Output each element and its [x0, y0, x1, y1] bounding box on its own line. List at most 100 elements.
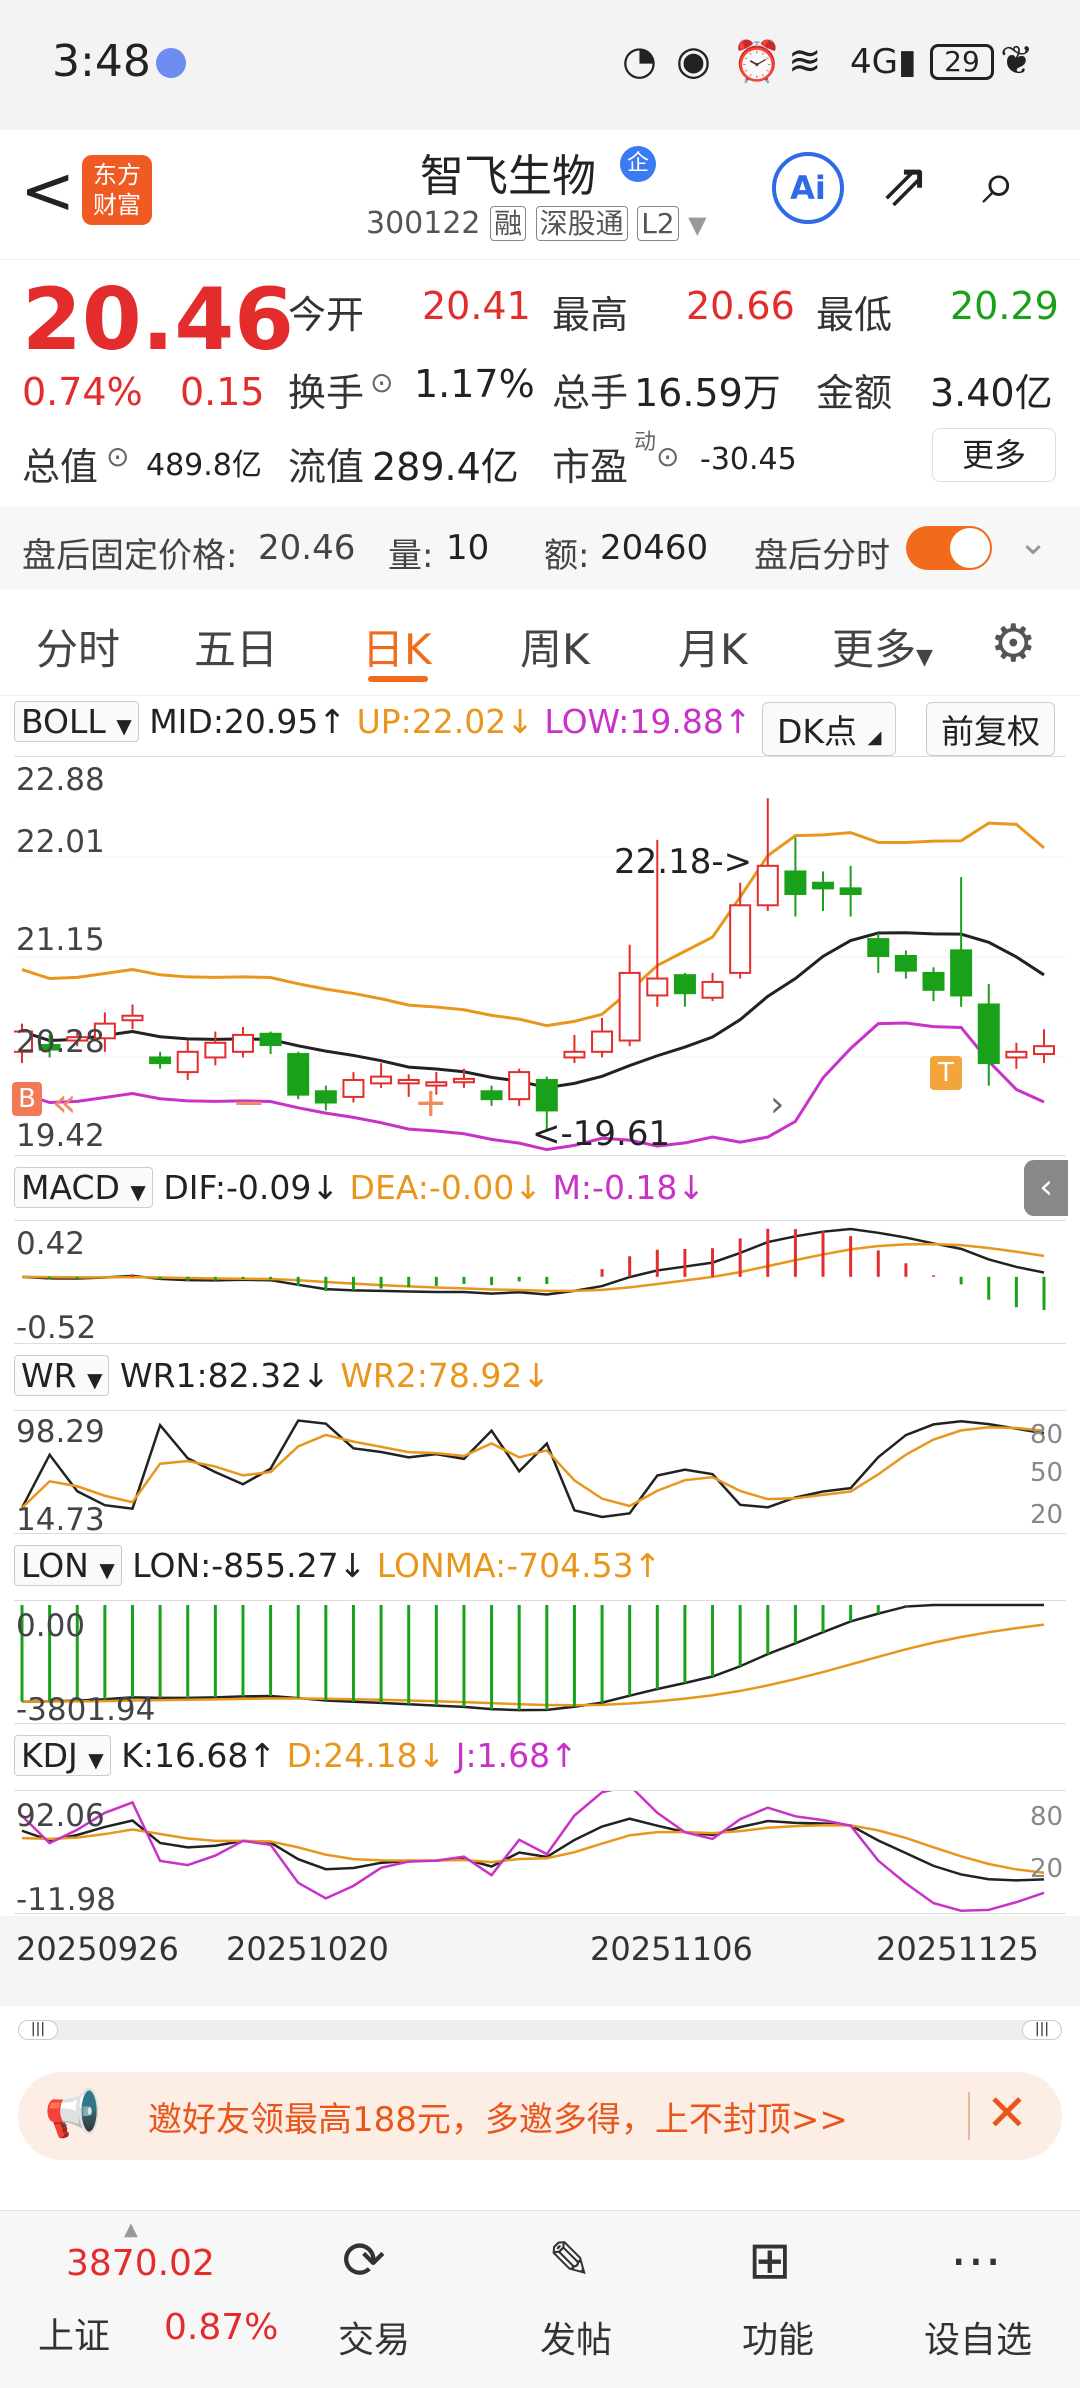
kdj-pane[interactable] — [14, 1784, 1066, 1914]
battery-level: 29 — [944, 45, 980, 78]
macd-legend: MACD ▼ DIF:-0.09↓ DEA:-0.00↓ M:-0.18↓ — [14, 1167, 705, 1208]
candle-body — [287, 1053, 310, 1096]
wr-pane[interactable] — [14, 1410, 1066, 1534]
range-handle-right[interactable]: ||| — [1022, 2020, 1062, 2040]
wr-name: WR — [21, 1356, 77, 1395]
volume-value: 16.59万 — [634, 371, 781, 415]
zoom-out-icon[interactable]: − — [232, 1080, 266, 1126]
lon-pane[interactable] — [14, 1600, 1066, 1724]
kdj-r-80: 80 — [1030, 1802, 1064, 1832]
status-bar: 3:48 ◔ ◉ ⏰ ≋ 4G▮ 29 ❦ — [0, 0, 1080, 130]
candle-body — [314, 1090, 337, 1104]
wr-legend: WR ▼ WR1:82.32↓ WR2:78.92↓ — [14, 1355, 551, 1396]
caret-down-icon: ▼ — [99, 1558, 115, 1582]
post-icon[interactable]: ✎ — [548, 2231, 592, 2291]
more-dots-icon[interactable]: ⋯ — [950, 2231, 1002, 2291]
scroll-right-icon[interactable]: › — [770, 1084, 785, 1125]
tab-more[interactable]: 更多▼ — [832, 616, 933, 677]
kdj-k-line — [21, 1817, 1045, 1882]
tab-monthly-k[interactable]: 月K — [678, 625, 748, 674]
wr-selector[interactable]: WR ▼ — [14, 1355, 110, 1396]
toggle-knob — [950, 528, 990, 568]
collapse-panel-button[interactable]: ‹ — [1024, 1160, 1068, 1216]
scroll-left-icon[interactable]: « — [52, 1080, 77, 1126]
app-logo: 东方 财富 — [82, 155, 152, 225]
info-icon[interactable]: ⊙ — [370, 366, 394, 399]
boll-up: UP:22.02↓ — [356, 702, 534, 741]
lon-chart — [20, 1603, 1045, 1712]
ah-vol-label: 量: — [388, 536, 434, 576]
close-icon[interactable]: ✕ — [986, 2084, 1028, 2142]
caret-up-icon: ▲ — [124, 2219, 138, 2240]
macd-dea-line — [21, 1242, 1045, 1293]
y-label-2: 22.01 — [16, 824, 105, 860]
candle-body — [397, 1078, 420, 1085]
range-handle-left[interactable]: ||| — [18, 2020, 58, 2040]
eye-icon: ◉ — [676, 38, 711, 84]
nav-post[interactable]: 发帖 — [540, 2320, 613, 2361]
functions-icon[interactable]: ⊞ — [748, 2231, 792, 2291]
kdj-selector[interactable]: KDJ ▼ — [14, 1735, 111, 1776]
tab-daily-k[interactable]: 日K — [362, 625, 432, 674]
tab-weekly-k[interactable]: 周K — [520, 625, 590, 674]
candle-body — [673, 974, 696, 995]
info-icon[interactable]: ⊙ — [106, 440, 130, 473]
ah-vol: 10 — [446, 528, 490, 568]
trade-icon[interactable]: ⟳ — [342, 2231, 386, 2291]
wr1-line — [20, 1419, 1045, 1519]
wr-wr1: WR1:82.32↓ — [119, 1356, 330, 1395]
index-name[interactable]: 上证 — [38, 2316, 111, 2357]
high-value: 20.66 — [686, 284, 795, 328]
macd-pane[interactable] — [14, 1220, 1066, 1344]
pe-label: 市盈 — [552, 445, 629, 489]
kline-pane[interactable] — [11, 756, 1066, 1156]
candle-body — [1005, 1050, 1028, 1059]
more-button[interactable]: 更多 — [932, 428, 1056, 482]
tab-five-day[interactable]: 五日 — [194, 625, 279, 674]
boll-selector[interactable]: BOLL ▼ — [14, 701, 139, 742]
macd-dea: DEA:-0.00↓ — [349, 1168, 542, 1207]
signal-b[interactable]: B — [12, 1082, 42, 1116]
chart-range-scrollbar[interactable]: ||| ||| — [18, 2020, 1062, 2040]
mktcap-value: 489.8亿 — [146, 448, 262, 483]
signal-t[interactable]: T — [930, 1056, 962, 1090]
enterprise-badge: 企 — [620, 146, 656, 182]
tab-intraday[interactable]: 分时 — [36, 625, 121, 674]
nav-trade[interactable]: 交易 — [338, 2320, 411, 2361]
macd-selector[interactable]: MACD ▼ — [14, 1167, 153, 1208]
macd-y-top: 0.42 — [16, 1226, 86, 1262]
gear-icon[interactable]: ⚙ — [990, 614, 1037, 674]
volume-label: 总手 — [552, 371, 629, 415]
nav-functions[interactable]: 功能 — [742, 2320, 815, 2361]
info-icon[interactable]: ⊙ — [656, 440, 680, 473]
change-amount: 0.15 — [180, 370, 265, 414]
macd-y-bottom: -0.52 — [16, 1310, 97, 1346]
battery-icon: 29 — [930, 44, 994, 80]
index-value[interactable]: 3870.02 — [66, 2243, 215, 2284]
ah-price: 20.46 — [258, 528, 356, 568]
period-tabs: 分时 五日 日K 周K 月K 更多▼ ⚙ — [0, 596, 1080, 696]
ah-toggle[interactable] — [906, 526, 992, 570]
kdj-d: D:24.18↓ — [286, 1736, 446, 1775]
candle-body — [176, 1050, 199, 1074]
wr-y-bottom: 14.73 — [16, 1502, 105, 1538]
promo-banner[interactable]: 📢 邀好友领最高188元，多邀多得，上不封顶>> ✕ — [18, 2072, 1062, 2160]
nav-add-favorite[interactable]: 设自选 — [924, 2320, 1033, 2361]
lon-legend: LON ▼ LON:-855.27↓ LONMA:-704.53↑ — [14, 1545, 661, 1586]
chevron-down-icon[interactable]: ⌄ — [1018, 522, 1049, 563]
share-icon[interactable]: ⇗ — [880, 150, 931, 220]
kdj-j: J:1.68↑ — [455, 1736, 578, 1775]
stock-code-line[interactable]: 300122 融 深股通 L2 ▼ — [366, 202, 707, 242]
zoom-in-icon[interactable]: + — [414, 1080, 448, 1126]
logo-line2: 财富 — [93, 191, 141, 219]
wr-r-20: 20 — [1030, 1500, 1064, 1530]
search-icon[interactable]: ⌕ — [982, 148, 1016, 218]
ai-button[interactable]: Ai — [772, 152, 844, 224]
dk-point-button[interactable]: DK点 ◢ — [762, 702, 897, 756]
lon-selector[interactable]: LON ▼ — [14, 1545, 122, 1586]
back-button[interactable]: < — [20, 152, 76, 229]
wr-wr2: WR2:78.92↓ — [340, 1356, 551, 1395]
adjust-button[interactable]: 前复权 — [926, 702, 1055, 756]
macd-dif: DIF:-0.09↓ — [163, 1168, 340, 1207]
caret-down-icon: ▼ — [87, 1368, 103, 1392]
